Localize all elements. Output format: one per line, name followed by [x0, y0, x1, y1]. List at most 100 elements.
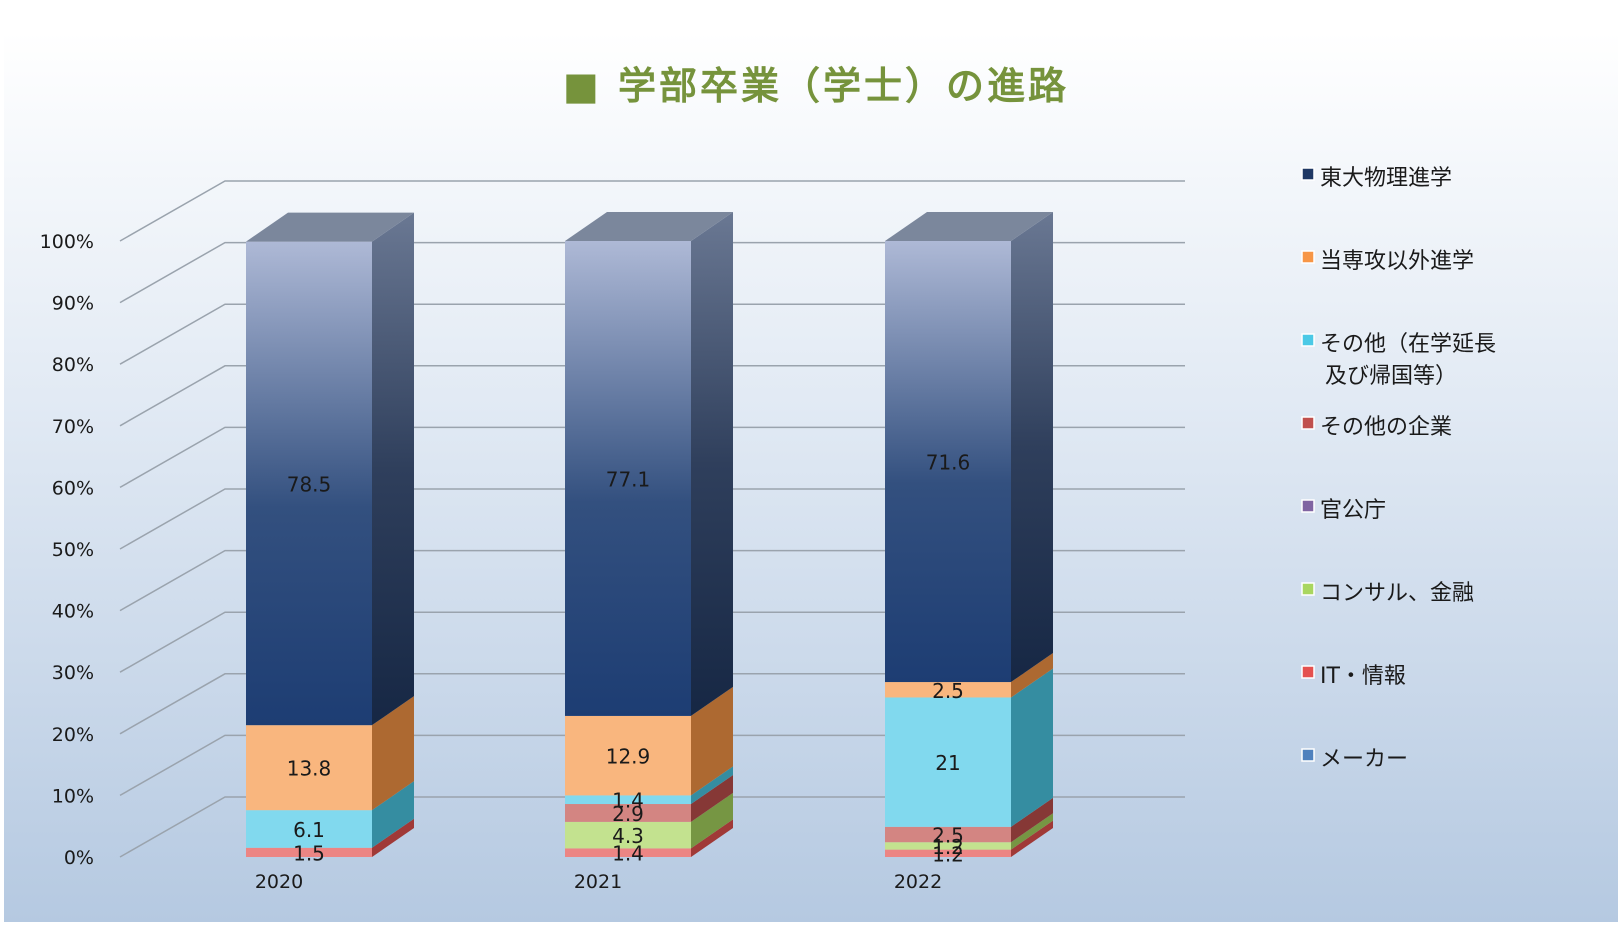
- data-label: 2.5: [932, 679, 964, 703]
- legend-label: 東大物理進学: [1320, 166, 1452, 191]
- y-tick-label: 90%: [52, 293, 94, 315]
- legend-item: 東大物理進学: [1301, 166, 1452, 191]
- bar-top: [246, 212, 414, 242]
- bar-segment: [885, 826, 1011, 843]
- y-tick-label: 30%: [52, 662, 94, 684]
- y-tick-label: 40%: [52, 601, 94, 623]
- legend-item: コンサル、金融: [1301, 581, 1474, 606]
- y-tick-label: 10%: [52, 785, 94, 807]
- bar-side: [1011, 653, 1053, 698]
- data-label: 4.3: [612, 824, 644, 848]
- legend-item: 官公庁: [1301, 498, 1386, 523]
- legend-swatch: [1301, 665, 1315, 679]
- bar-segment: [885, 842, 1011, 850]
- bar-segment: [565, 241, 691, 716]
- gridline: [119, 426, 1185, 489]
- bar-side: [372, 696, 414, 811]
- gridline: [119, 734, 1185, 797]
- bar-side: [1011, 813, 1053, 850]
- bar-segment: [246, 725, 372, 811]
- legend-item: 当専攻以外進学: [1301, 249, 1474, 274]
- bar-stack: [885, 212, 1053, 857]
- bar-side: [372, 212, 414, 726]
- legend-label: その他の企業: [1320, 415, 1452, 440]
- data-label: 1.5: [293, 841, 325, 865]
- legend-swatch: [1301, 250, 1315, 264]
- bar-stack: [246, 212, 414, 857]
- x-tick-label: 2021: [574, 871, 622, 893]
- legend-label: 官公庁: [1320, 498, 1386, 523]
- bar-side: [1011, 668, 1053, 827]
- data-label: 2.9: [612, 802, 644, 826]
- gridline: [119, 549, 1185, 612]
- bar-side: [691, 766, 733, 805]
- data-label: 13.8: [287, 757, 332, 781]
- bar-side: [691, 775, 733, 822]
- legend-label: メーカー: [1320, 747, 1408, 772]
- legend-swatch: [1301, 748, 1315, 762]
- y-tick-label: 0%: [64, 847, 94, 869]
- legend-swatch: [1301, 499, 1315, 513]
- bar-segment: [885, 697, 1011, 827]
- y-tick-label: 100%: [40, 231, 94, 253]
- data-label: 2.5: [932, 824, 964, 848]
- bar-stack: [565, 212, 733, 857]
- gridline: [119, 611, 1185, 673]
- bar-side: [372, 781, 414, 848]
- bar-side: [1011, 797, 1053, 843]
- legend-swatch: [1301, 416, 1315, 430]
- legend-swatch: [1301, 333, 1315, 347]
- gridline: [119, 796, 1185, 858]
- legend-item: IT・情報: [1301, 664, 1406, 689]
- legend-label: コンサル、金融: [1320, 581, 1474, 606]
- x-tick-label: 2022: [894, 871, 942, 893]
- chart-title: ■ 学部卒業（学士）の進路: [563, 64, 1069, 108]
- legend-label: 及び帰国等）: [1325, 364, 1457, 389]
- data-label: 21: [935, 751, 960, 775]
- bar-segment: [565, 848, 691, 857]
- legend-swatch: [1301, 167, 1315, 181]
- bar-side: [691, 212, 733, 716]
- bar-side: [691, 792, 733, 849]
- legend-label: IT・情報: [1320, 664, 1406, 689]
- y-tick-label: 50%: [52, 539, 94, 561]
- bar-segment: [885, 849, 1011, 857]
- bar-segment: [246, 810, 372, 848]
- legend-label: 当専攻以外進学: [1320, 249, 1474, 274]
- data-label: 1.2: [932, 842, 964, 866]
- bar-segment: [246, 847, 372, 857]
- data-label: 1.4: [612, 789, 644, 813]
- gridline: [119, 241, 1185, 304]
- bar-top: [885, 212, 1053, 241]
- bar-segment: [885, 682, 1011, 698]
- bar-segment: [885, 241, 1011, 683]
- legend-item: その他の企業: [1301, 415, 1452, 440]
- legend-label: その他（在学延長: [1320, 332, 1496, 357]
- gridline: [119, 365, 1185, 427]
- data-label: 77.1: [606, 467, 651, 491]
- bar-side: [1011, 212, 1053, 683]
- bar-segment: [565, 795, 691, 805]
- gridline: [119, 488, 1185, 550]
- y-tick-label: 60%: [52, 477, 94, 499]
- data-label: 12.9: [606, 745, 651, 769]
- data-label: 78.5: [287, 472, 332, 496]
- y-tick-label: 20%: [52, 724, 94, 746]
- data-label: 1.2: [932, 835, 964, 859]
- data-label: 1.4: [612, 842, 644, 866]
- bar-segment: [565, 715, 691, 796]
- bar-segment: [565, 804, 691, 822]
- bar-side: [691, 819, 733, 857]
- y-tick-label: 80%: [52, 354, 94, 376]
- x-tick-label: 2020: [255, 871, 303, 893]
- data-label: 6.1: [293, 818, 325, 842]
- y-tick-label: 70%: [52, 416, 94, 438]
- gridline: [119, 303, 1185, 365]
- gridline: [119, 180, 1185, 242]
- legend-swatch: [1301, 582, 1315, 596]
- bar-segment: [565, 821, 691, 849]
- bar-side: [1011, 820, 1053, 857]
- bar-side: [372, 818, 414, 857]
